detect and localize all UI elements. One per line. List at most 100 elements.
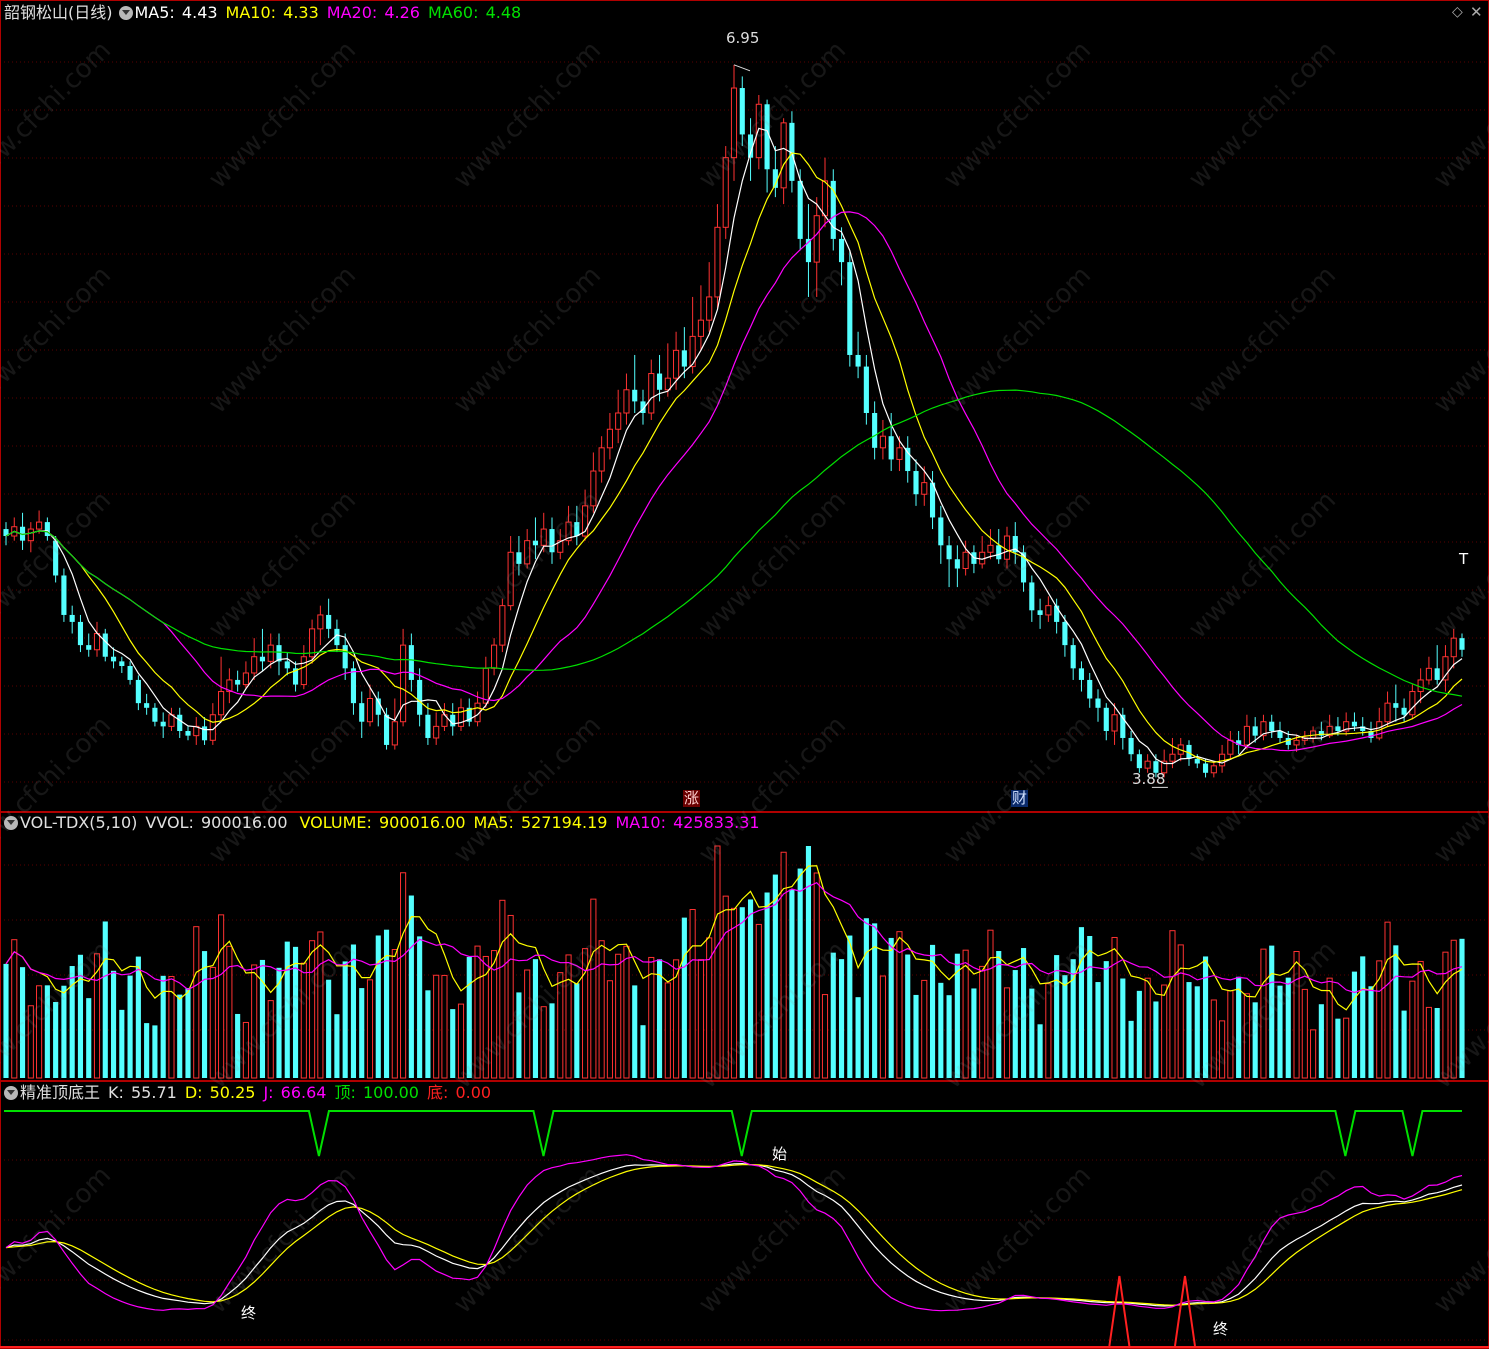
volume-bar-up[interactable] <box>309 940 316 1079</box>
candle-body-up[interactable] <box>1442 656 1449 681</box>
candle-body-down[interactable] <box>284 661 290 669</box>
volume-bar-down[interactable] <box>201 951 208 1078</box>
volume-bar-up[interactable] <box>499 899 506 1079</box>
candle-body-down[interactable] <box>69 614 75 622</box>
volume-bar-down[interactable] <box>1434 1007 1440 1078</box>
volume-bar-up[interactable] <box>689 909 696 1079</box>
volume-bar-down[interactable] <box>888 937 894 1078</box>
candle-body-down[interactable] <box>855 354 861 367</box>
event-tag-finance[interactable]: 财 <box>1011 789 1029 807</box>
candle-body-down[interactable] <box>19 526 26 541</box>
candle-body-down[interactable] <box>847 262 853 355</box>
candle-body-down[interactable] <box>863 366 869 413</box>
volume-bar-up[interactable] <box>524 969 531 1079</box>
candle-body-up[interactable] <box>1293 739 1300 746</box>
candle-body-up[interactable] <box>433 725 440 739</box>
candle-body-up[interactable] <box>267 644 274 662</box>
candle-body-down[interactable] <box>913 471 919 495</box>
volume-bar-down[interactable] <box>640 1025 646 1078</box>
volume-bar-down[interactable] <box>44 985 50 1078</box>
candle-body-up[interactable] <box>366 698 374 723</box>
candle-body-down[interactable] <box>383 714 390 745</box>
volume-bar-down[interactable] <box>1202 956 1209 1078</box>
candle-body-up[interactable] <box>780 122 787 189</box>
volume-bar-down[interactable] <box>772 874 778 1078</box>
panel-menu-button[interactable] <box>118 6 133 20</box>
candle-body-down[interactable] <box>1037 610 1043 615</box>
candle-body-up[interactable] <box>93 633 101 651</box>
volume-bar-down[interactable] <box>408 895 414 1078</box>
volume-bar-down[interactable] <box>1252 1002 1258 1078</box>
candle-body-down[interactable] <box>1078 668 1085 680</box>
volume-bar-down[interactable] <box>805 846 812 1078</box>
volume-bar-down[interactable] <box>954 953 960 1078</box>
volume-bar-down[interactable] <box>185 988 191 1078</box>
candle-body-down[interactable] <box>450 714 456 727</box>
candle-body-up[interactable] <box>896 447 903 460</box>
volume-bar-up[interactable] <box>1301 988 1308 1079</box>
volume-bar-up[interactable] <box>1442 951 1449 1079</box>
volume-bar-down[interactable] <box>1459 938 1465 1078</box>
volume-bar-up[interactable] <box>706 937 713 1079</box>
volume-bar-down[interactable] <box>929 944 936 1078</box>
volume-bar-down[interactable] <box>235 1013 241 1078</box>
candle-body-up[interactable] <box>400 644 407 723</box>
candle-body-up[interactable] <box>582 505 589 537</box>
volume-bar-up[interactable] <box>821 994 829 1079</box>
candle-body-up[interactable] <box>1210 765 1217 774</box>
candle-body-down[interactable] <box>532 540 539 546</box>
candle-body-down[interactable] <box>656 373 663 390</box>
volume-bar-down[interactable] <box>855 997 861 1078</box>
volume-bar-down[interactable] <box>1393 945 1399 1078</box>
volume-bar-down[interactable] <box>177 994 183 1078</box>
volume-bar-up[interactable] <box>615 953 622 1079</box>
candle-body-up[interactable] <box>1227 739 1234 755</box>
volume-bar-up[interactable] <box>664 982 671 1079</box>
volume-bar-down[interactable] <box>1277 985 1283 1078</box>
volume-bar-down[interactable] <box>863 918 869 1078</box>
candle-body-down[interactable] <box>3 529 9 537</box>
candle-body-down[interactable] <box>946 545 952 560</box>
volume-bar-up[interactable] <box>507 914 514 1079</box>
candle-body-down[interactable] <box>797 180 803 239</box>
candle-body-down[interactable] <box>1269 721 1275 732</box>
volume-bar-down[interactable] <box>938 982 944 1078</box>
candle-body-up[interactable] <box>673 349 680 379</box>
candle-body-down[interactable] <box>102 633 108 657</box>
volume-bar-down[interactable] <box>739 907 745 1078</box>
candle-body-down[interactable] <box>1335 726 1341 732</box>
volume-bar-down[interactable] <box>77 954 84 1078</box>
volume-bar-down[interactable] <box>1285 977 1291 1078</box>
candle-body-up[interactable] <box>1326 725 1333 737</box>
volume-bar-down[interactable] <box>359 988 365 1078</box>
indicator-menu-button[interactable] <box>4 1086 18 1100</box>
candle-body-down[interactable] <box>375 698 381 715</box>
volume-bar-down[interactable] <box>1120 978 1126 1078</box>
volume-bar-up[interactable] <box>300 962 307 1079</box>
volume-bar-down[interactable] <box>1103 961 1109 1078</box>
volume-bar-up[interactable] <box>979 965 986 1079</box>
volume-bar-down[interactable] <box>450 1009 456 1078</box>
candle-body-down[interactable] <box>1194 758 1200 764</box>
candle-body-down[interactable] <box>516 552 522 564</box>
candle-body-down[interactable] <box>1020 552 1027 583</box>
volume-bar-down[interactable] <box>971 988 977 1078</box>
candle-body-up[interactable] <box>689 335 696 368</box>
candle-body-down[interactable] <box>334 628 340 646</box>
volume-bar-up[interactable] <box>242 1021 249 1079</box>
candle-body-down[interactable] <box>1062 621 1068 646</box>
volume-bar-up[interactable] <box>366 979 374 1079</box>
volume-bar-up[interactable] <box>433 974 440 1079</box>
volume-bar-down[interactable] <box>1269 945 1275 1078</box>
close-icon[interactable]: ✕ <box>1470 3 1483 21</box>
volume-bar-down[interactable] <box>1078 927 1085 1078</box>
candle-body-up[interactable] <box>218 691 225 716</box>
candle-body-up[interactable] <box>813 215 820 263</box>
volume-bar-down[interactable] <box>532 959 539 1078</box>
candle-body-down[interactable] <box>1277 731 1283 738</box>
volume-bar-up[interactable] <box>1293 950 1300 1079</box>
volume-bar-down[interactable] <box>1054 955 1060 1078</box>
candle-body-up[interactable] <box>309 628 316 658</box>
volume-bar-down[interactable] <box>946 995 952 1078</box>
candle-body-down[interactable] <box>739 88 745 135</box>
